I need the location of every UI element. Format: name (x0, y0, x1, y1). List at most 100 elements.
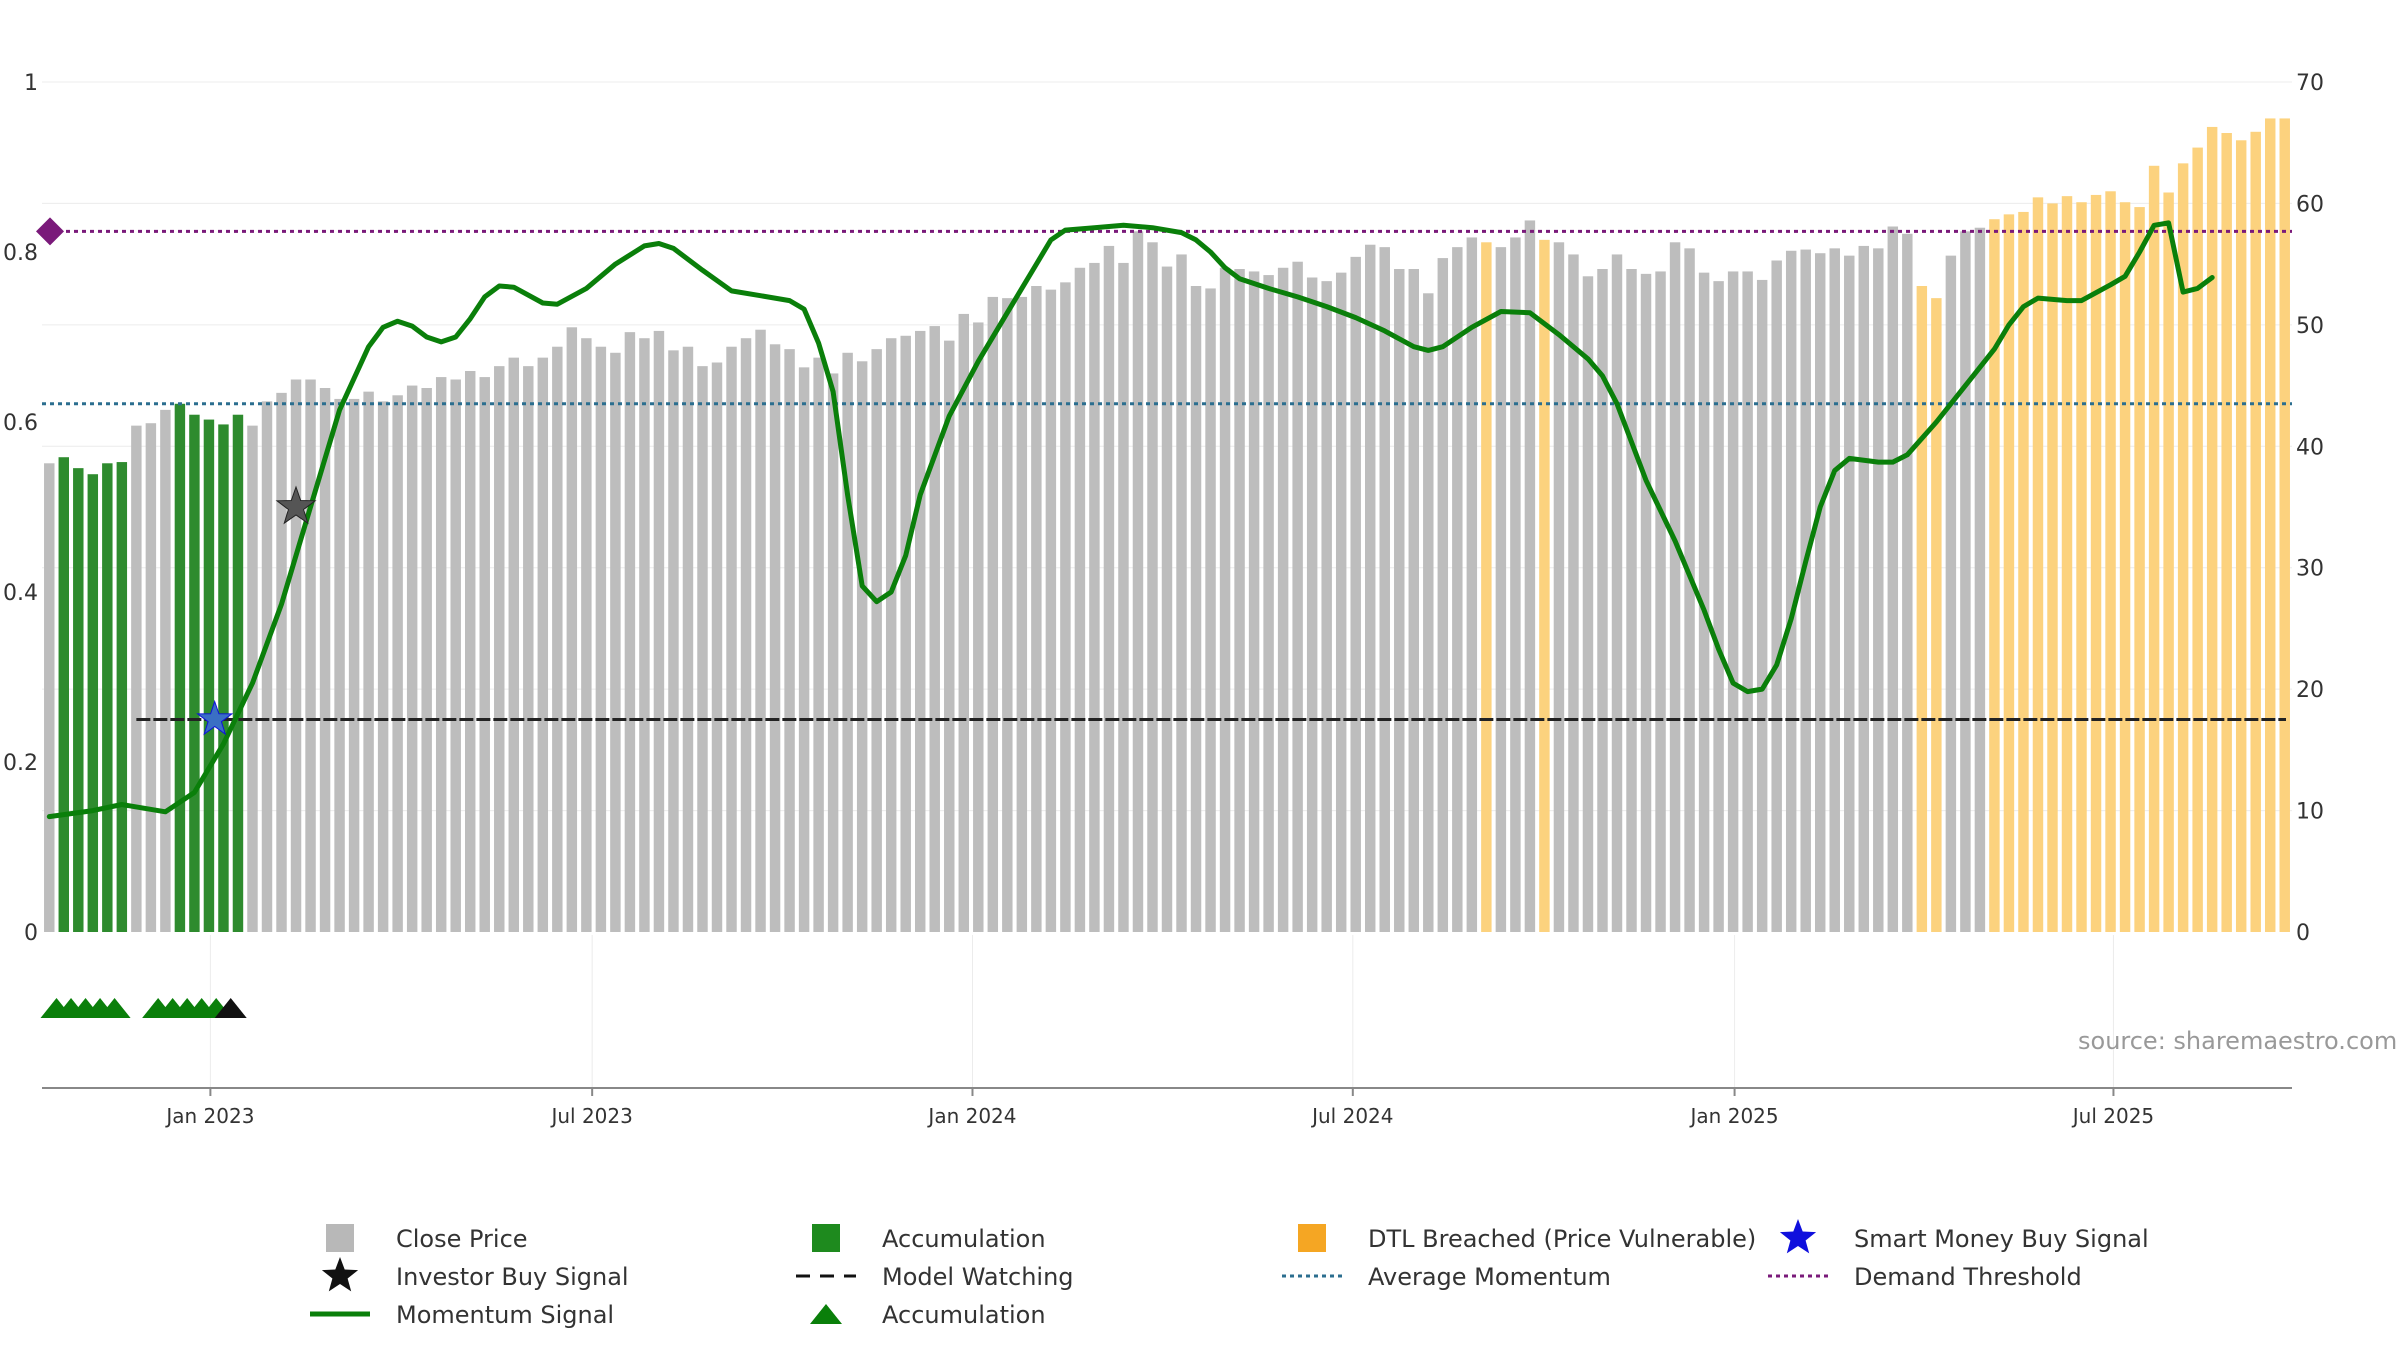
price-bar (653, 330, 665, 932)
right-tick-label: 0 (2296, 921, 2310, 946)
price-bar (494, 366, 505, 933)
price-bar (1423, 293, 1434, 932)
price-bar (1132, 231, 1144, 932)
price-bar (1960, 231, 1971, 932)
price-bar (2265, 118, 2276, 932)
price-bar (1219, 267, 1231, 932)
price-bar (131, 425, 142, 932)
price-bar (232, 414, 244, 932)
price-bar (1742, 271, 1753, 932)
price-bar (929, 326, 940, 933)
legend-item: Close Price (326, 1224, 528, 1253)
price-bar (2134, 207, 2145, 933)
signal-markers (40, 485, 317, 1018)
price-bar (697, 366, 708, 933)
price-bar (1553, 242, 1565, 933)
price-bar (1306, 277, 1318, 932)
price-bar (1611, 254, 1623, 932)
legend: Close Price Accumulation DTL Breached (Pri… (310, 1219, 2149, 1329)
price-bar (1539, 239, 1550, 932)
price-bar (218, 424, 229, 932)
investor-buy-triangle (214, 998, 247, 1018)
price-bar (174, 403, 186, 932)
price-bar (842, 352, 853, 932)
legend-label: Momentum Signal (396, 1301, 614, 1329)
x-tick-label: Jan 2025 (1689, 1104, 1779, 1128)
price-bar (1945, 255, 1957, 933)
close-price-bars (44, 118, 2290, 933)
price-bar (1248, 271, 1260, 932)
price-bar (784, 349, 795, 933)
price-bar (566, 327, 578, 932)
left-tick-label: 0.4 (3, 581, 38, 606)
price-bar (1103, 245, 1115, 932)
x-tick-label: Jan 2023 (164, 1104, 254, 1128)
left-tick-label: 1 (24, 71, 38, 96)
price-bar (2032, 197, 2044, 932)
price-bar (1727, 271, 1739, 932)
left-tick-label: 0.2 (3, 751, 38, 776)
legend-label: Smart Money Buy Signal (1854, 1225, 2149, 1253)
price-bar (1437, 258, 1449, 933)
price-bar (2018, 211, 2029, 932)
price-bar (450, 379, 461, 932)
price-bar (682, 346, 694, 932)
legend-swatch (1298, 1224, 1326, 1252)
price-bar (2105, 191, 2116, 933)
x-tick-label: Jan 2024 (926, 1104, 1016, 1128)
price-bar (1002, 298, 1013, 933)
price-bar (58, 457, 69, 932)
price-bar (1974, 227, 1986, 932)
price-bar (145, 423, 157, 932)
price-bar (1785, 250, 1797, 933)
price-bar (1713, 281, 1724, 933)
price-bar (406, 385, 418, 933)
price-bar (203, 419, 215, 933)
price-bar (1394, 269, 1405, 932)
price-bar (1074, 267, 1086, 932)
price-bar (552, 346, 563, 932)
price-bar (595, 346, 607, 932)
legend-swatch (812, 1224, 840, 1252)
x-tick-label: Jul 2023 (549, 1104, 632, 1128)
price-bar (2061, 196, 2073, 933)
price-bar (392, 395, 403, 932)
price-bar (944, 340, 955, 933)
price-bar (465, 371, 476, 932)
price-bar (798, 367, 810, 932)
price-bar (1277, 267, 1289, 932)
price-bar (2177, 163, 2189, 932)
price-bar (319, 388, 331, 932)
price-bar (987, 296, 999, 932)
price-bar (1829, 248, 1840, 932)
right-tick-label: 30 (2296, 557, 2324, 582)
legend-item: Average Momentum (1282, 1263, 1611, 1291)
price-bar (1524, 220, 1536, 932)
price-bar (900, 335, 911, 932)
legend-item: Model Watching (796, 1263, 1074, 1291)
price-bar (1379, 247, 1390, 933)
price-bar (1887, 226, 1899, 932)
price-bar (711, 362, 723, 932)
reference-lines (36, 217, 2292, 721)
price-bar (1176, 254, 1187, 932)
price-bar (435, 377, 447, 933)
right-tick-label: 60 (2296, 192, 2324, 217)
price-bar (973, 322, 984, 932)
price-bar (740, 338, 752, 932)
price-bar (1147, 242, 1158, 933)
price-bar (1335, 272, 1347, 933)
legend-item: Smart Money Buy Signal (1779, 1219, 2149, 1254)
price-bar (1321, 281, 1332, 933)
legend-star-icon (1779, 1219, 1817, 1254)
price-bar (73, 468, 84, 932)
price-bar (1844, 255, 1855, 933)
left-axis: 0 0.2 0.4 0.6 0.8 1 (3, 71, 38, 946)
legend-swatch (326, 1224, 354, 1252)
price-bar (1263, 275, 1274, 933)
source-label: source: sharemaestro.com (2078, 1027, 2397, 1055)
price-bar (2206, 126, 2218, 932)
price-bar (1510, 237, 1521, 932)
left-tick-label: 0.6 (3, 411, 38, 436)
right-tick-label: 40 (2296, 435, 2324, 460)
